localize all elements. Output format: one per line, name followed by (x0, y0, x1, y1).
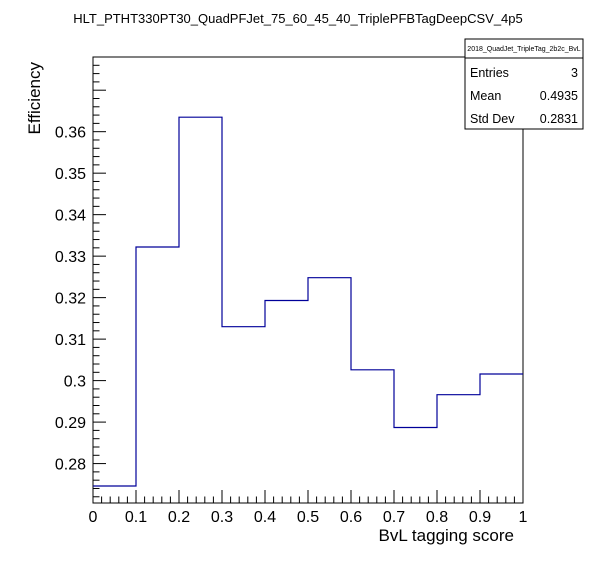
x-tick-label: 0.5 (297, 509, 319, 526)
stats-box-frame (464, 38, 584, 130)
y-tick-label: 0.34 (55, 208, 86, 225)
x-tick-label: 0.9 (469, 509, 491, 526)
y-axis-tick-labels: 0.28 0.29 0.3 0.31 0.32 0.33 0.34 0.35 0.36 (55, 125, 86, 474)
x-tick-label: 0.3 (211, 509, 233, 526)
y-tick-label: 0.31 (55, 332, 86, 349)
stats-box: 2018_QuadJet_TripleTag_2b2c_BvL Entries … (464, 38, 584, 130)
x-tick-label: 1 (519, 509, 528, 526)
y-tick-label: 0.35 (55, 166, 86, 183)
x-tick-label: 0.8 (426, 509, 448, 526)
y-axis-label: Efficiency (25, 62, 44, 135)
stats-box-title: 2018_QuadJet_TripleTag_2b2c_BvL (467, 46, 580, 53)
x-axis-tick-labels: 0 0.1 0.2 0.3 0.4 0.5 0.6 0.7 0.8 0.9 1 (89, 509, 528, 526)
x-tick-label: 0.4 (254, 509, 276, 526)
stats-mean-label: Mean (470, 89, 501, 103)
stats-entries-label: Entries (470, 66, 509, 80)
stats-mean-value: 0.4935 (540, 89, 578, 103)
efficiency-step-line (93, 116, 523, 487)
y-tick-label: 0.29 (55, 415, 86, 432)
y-tick-label: 0.32 (55, 291, 86, 308)
x-tick-label: 0.6 (340, 509, 362, 526)
x-tick-label: 0.7 (383, 509, 405, 526)
stats-stddev-value: 0.2831 (540, 112, 578, 126)
y-tick-label: 0.28 (55, 457, 86, 474)
y-tick-label: 0.3 (64, 374, 86, 391)
y-tick-label: 0.33 (55, 249, 86, 266)
y-axis-ticks (93, 56, 106, 498)
x-axis-label: BvL tagging score (379, 526, 514, 545)
chart-title: HLT_PTHT330PT30_QuadPFJet_75_60_45_40_Tr… (73, 11, 523, 26)
x-tick-label: 0.1 (125, 509, 147, 526)
x-tick-label: 0 (89, 509, 98, 526)
x-tick-label: 0.2 (168, 509, 190, 526)
stats-entries-value: 3 (571, 66, 578, 80)
y-tick-label: 0.36 (55, 125, 86, 142)
x-axis-ticks (92, 490, 524, 503)
stats-stddev-label: Std Dev (470, 112, 515, 126)
